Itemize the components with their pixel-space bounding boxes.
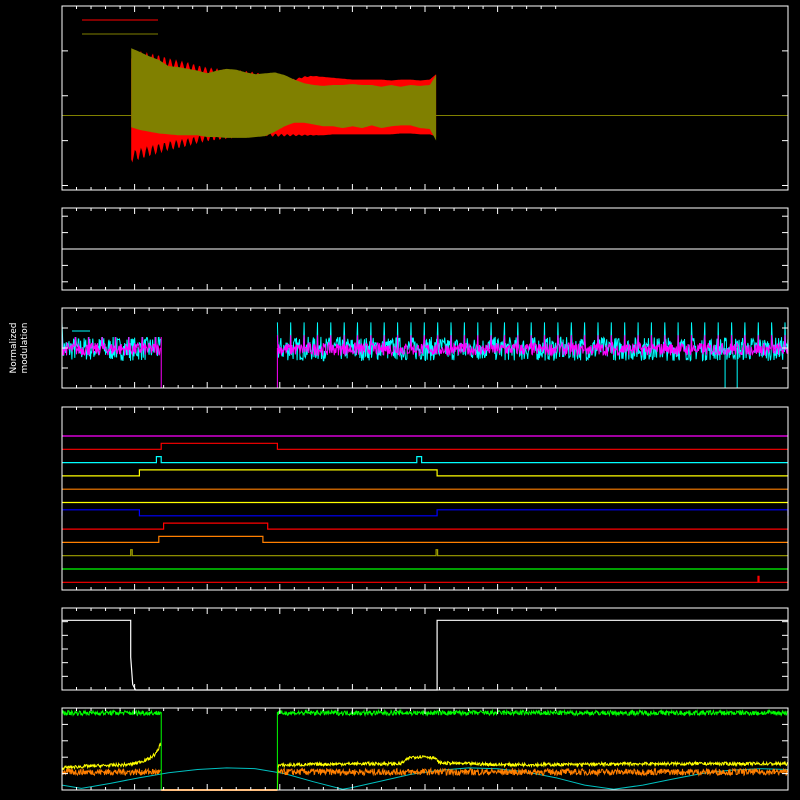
modulation-trace-1 <box>61 335 162 357</box>
pointing-band-Y <box>131 48 437 141</box>
max-det-trace <box>61 767 162 777</box>
flag-trace <box>62 522 788 530</box>
front-ratio-1225-trace <box>276 755 788 791</box>
front-ratio-trace <box>61 708 162 717</box>
flag-trace <box>62 469 788 477</box>
flag-trace <box>61 509 789 517</box>
flag-trace <box>62 549 788 557</box>
max-det-trace <box>276 766 788 777</box>
front-ratio-1225-trace <box>61 742 162 771</box>
text-layer: Normalized modulation <box>9 322 30 373</box>
data-layer <box>61 19 789 791</box>
y-axis-label-line1: Normalized <box>9 322 19 373</box>
modulation-trace-0 <box>276 322 789 362</box>
axes-layer <box>61 5 789 791</box>
flag-trace <box>62 456 788 464</box>
flag-trace <box>62 442 788 450</box>
front-ratio-trace <box>276 708 788 718</box>
modulation-trace-1 <box>276 335 789 358</box>
flag-trace <box>62 575 788 583</box>
annotation-backdrop <box>70 311 210 337</box>
y-axis-label-line2: modulation <box>20 323 30 374</box>
flag-trace <box>62 535 788 544</box>
